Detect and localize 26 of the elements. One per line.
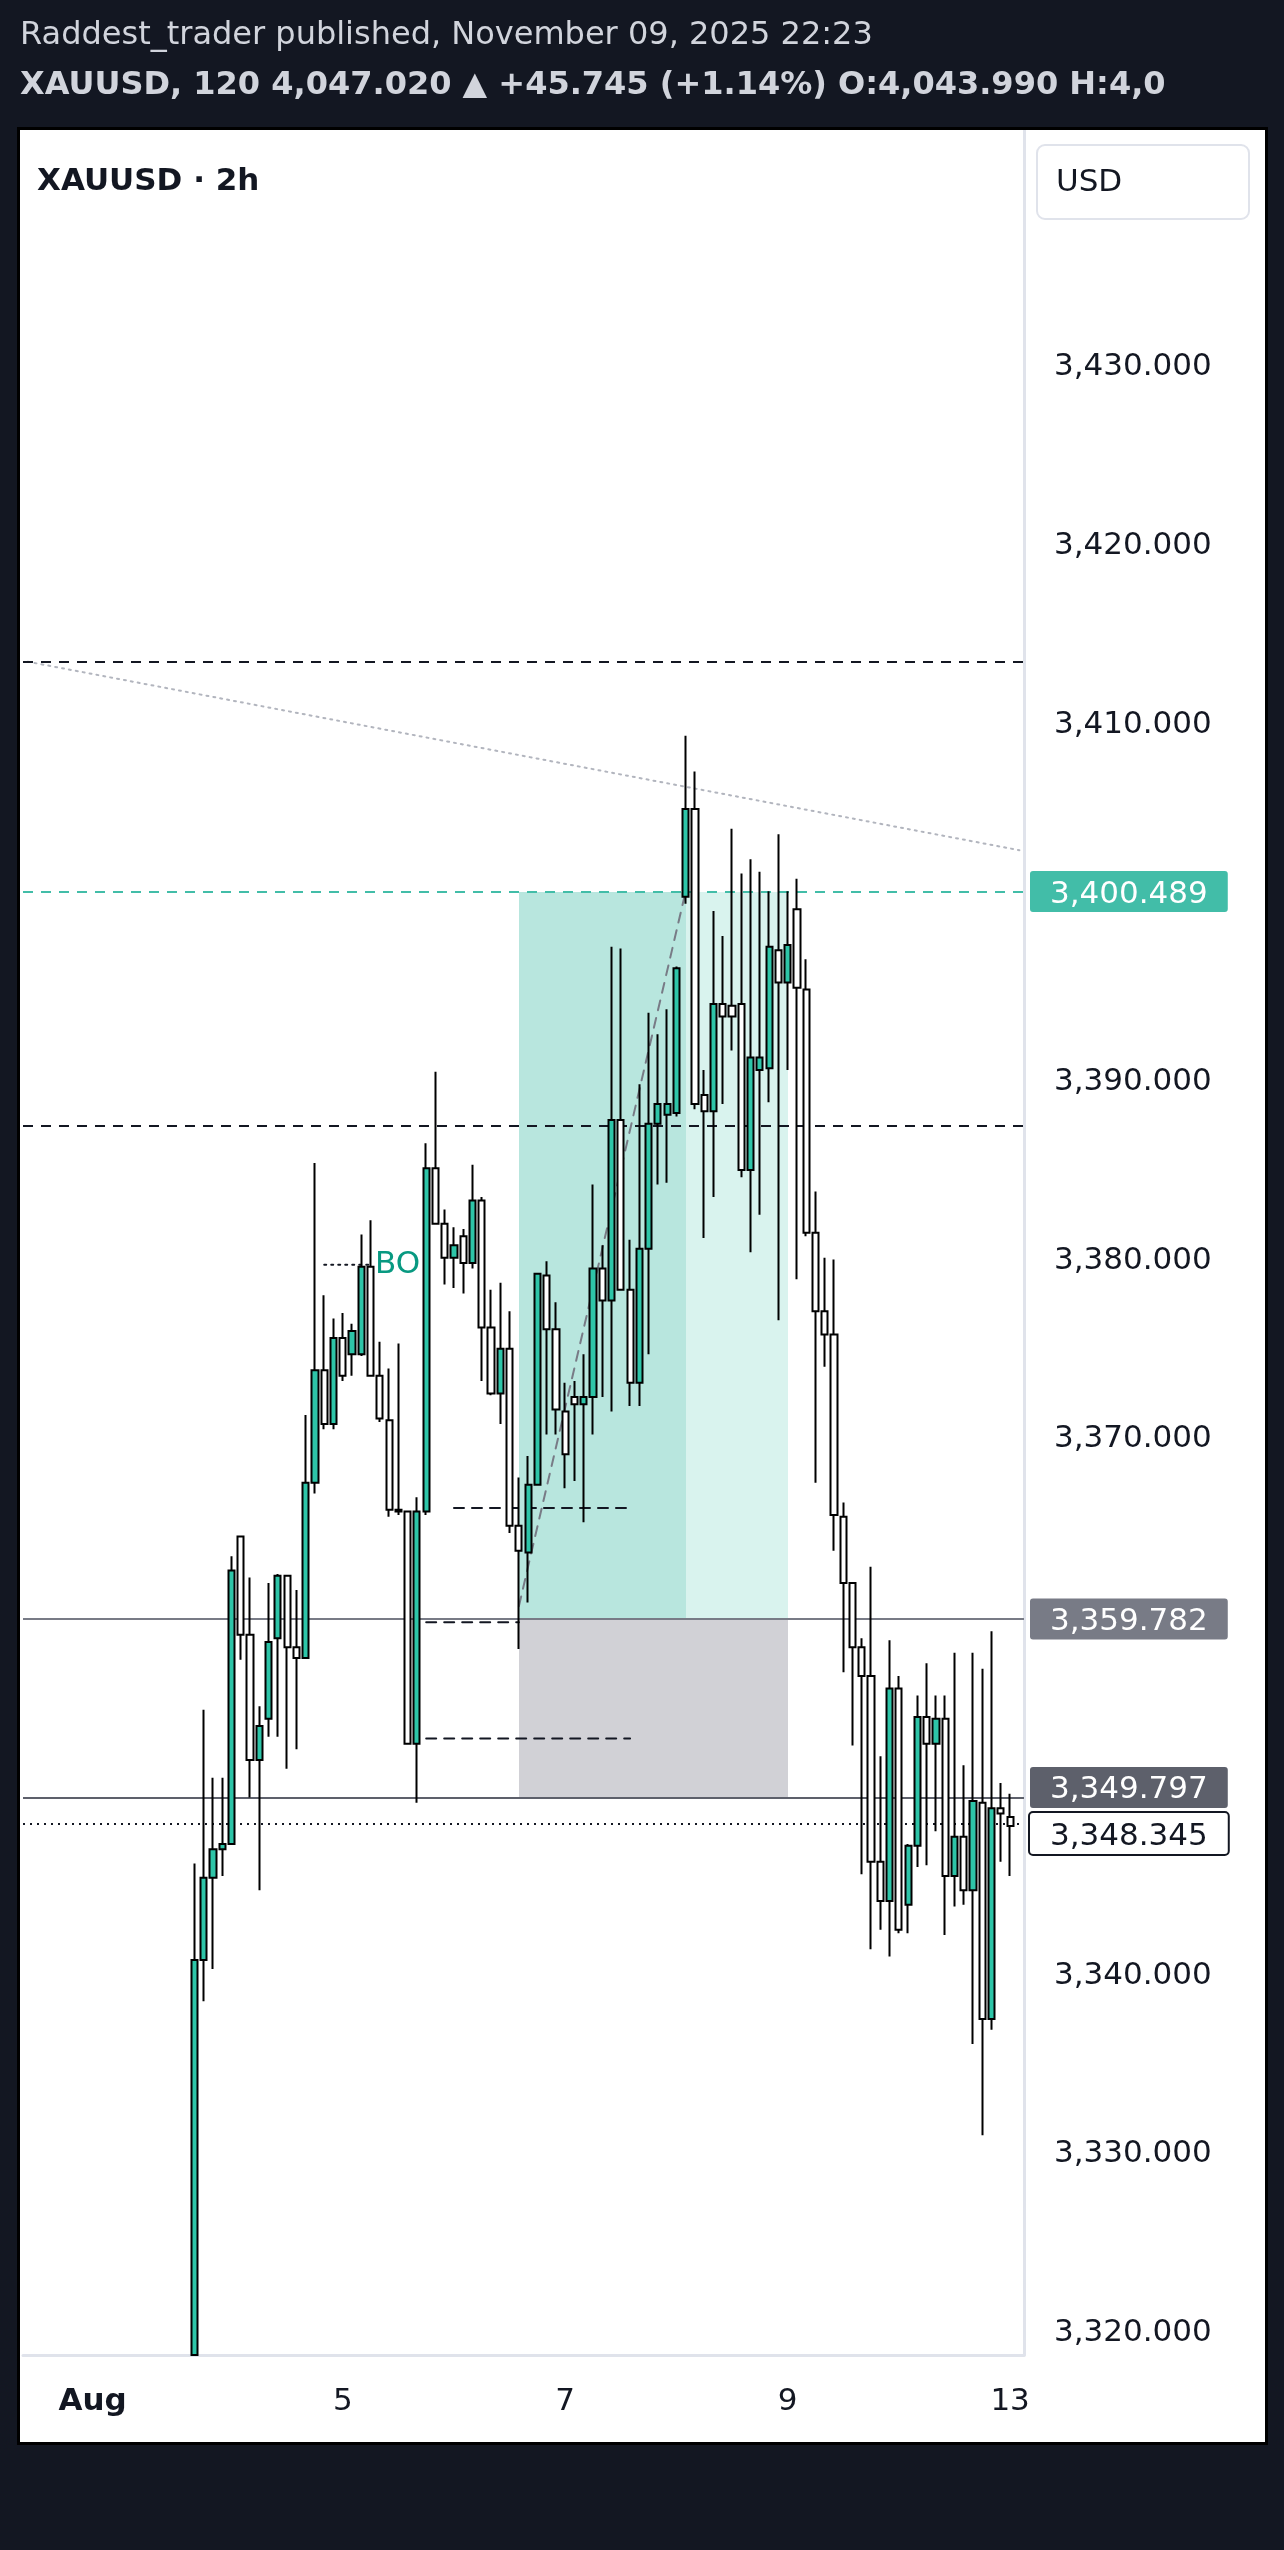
ref-line-label: 3,348.345 xyxy=(1050,1815,1208,1852)
annotation: BO xyxy=(375,1243,421,1280)
ref-line-label: 3,359.782 xyxy=(1050,1601,1208,1638)
y-tick-label: 3,330.000 xyxy=(1054,2133,1212,2170)
text: USD xyxy=(1056,161,1123,198)
y-tick-label: 3,340.000 xyxy=(1054,1954,1212,1991)
y-tick-label: 3,420.000 xyxy=(1054,524,1212,561)
candlestick xyxy=(273,1573,282,1738)
y-tick-label: 3,430.000 xyxy=(1054,346,1212,383)
x-tick-label: 9 xyxy=(777,2380,798,2417)
x-tick-label: 7 xyxy=(555,2380,576,2417)
ref-line-label: 3,400.489 xyxy=(1050,873,1208,910)
y-tick-label: 3,390.000 xyxy=(1054,1060,1212,1097)
candlestick xyxy=(1006,1792,1015,1878)
x-tick-label: Aug xyxy=(58,2380,127,2417)
x-tick-label: 5 xyxy=(332,2380,353,2417)
x-tick-label: 13 xyxy=(990,2380,1030,2417)
y-tick-label: 3,370.000 xyxy=(1054,1418,1212,1455)
text: XAUUSD · 2h xyxy=(37,160,260,197)
chart-subtitle: XAUUSD, 120 4,047.020 ▲ +45.745 (+1.14%) O:4,043.990 H:4,0 xyxy=(20,64,1166,102)
text: Raddest_trader published, November 09, 2025 22:23 xyxy=(20,14,873,52)
y-tick-label: 3,380.000 xyxy=(1054,1239,1212,1276)
y-tick-label: 3,410.000 xyxy=(1054,703,1212,740)
candlestick xyxy=(264,1581,273,1738)
ref-line-label: 3,349.797 xyxy=(1050,1769,1208,1806)
y-tick-label: 3,320.000 xyxy=(1054,2311,1212,2348)
